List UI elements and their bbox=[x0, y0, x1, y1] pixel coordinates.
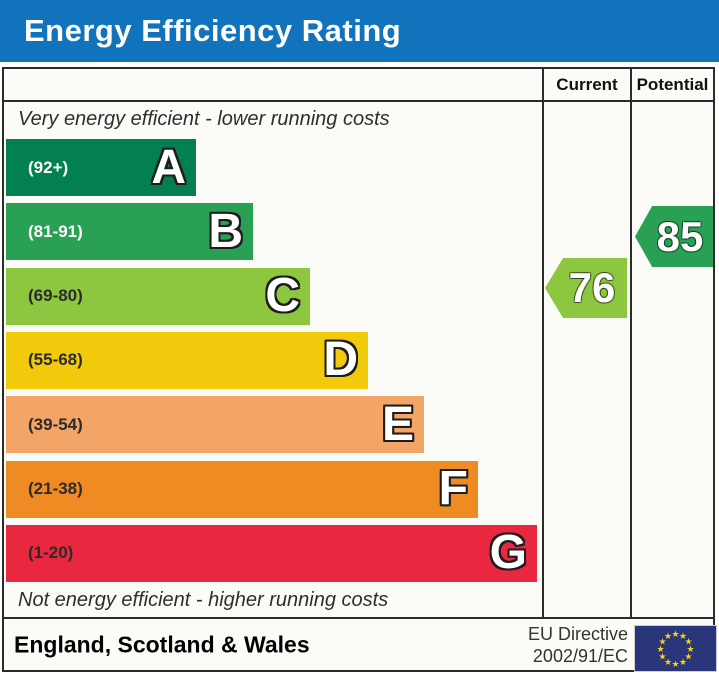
band-letter: E bbox=[381, 397, 414, 451]
eu-directive-line1: EU Directive bbox=[527, 623, 628, 644]
band-range-label: (81-91) bbox=[28, 221, 83, 241]
svg-text:★: ★ bbox=[664, 657, 672, 667]
svg-text:★: ★ bbox=[686, 644, 694, 654]
eu-directive-line2: 2002/91/EC bbox=[532, 645, 628, 666]
region-label: England, Scotland & Wales bbox=[14, 631, 310, 657]
band-letter: D bbox=[323, 333, 358, 387]
bottom-caption: Not energy efficient - higher running co… bbox=[18, 589, 389, 611]
page-title-banner: Energy Efficiency Rating bbox=[0, 0, 719, 62]
band-range-label: (21-38) bbox=[28, 479, 83, 498]
current-column-border bbox=[542, 69, 544, 619]
rating-table: Current Potential Very energy efficient … bbox=[2, 67, 717, 672]
band-range-label: (92+) bbox=[28, 157, 69, 177]
band-g: (1-20) G bbox=[6, 524, 537, 582]
svg-text:★: ★ bbox=[671, 629, 679, 639]
svg-text:★: ★ bbox=[658, 637, 666, 647]
svg-text:★: ★ bbox=[679, 631, 687, 641]
svg-text:★: ★ bbox=[684, 637, 692, 647]
band-letter: G bbox=[489, 526, 527, 580]
band-range-label: (69-80) bbox=[28, 286, 83, 306]
band-letter: A bbox=[151, 140, 186, 194]
band-range-label: (1-20) bbox=[28, 543, 74, 563]
top-caption: Very energy efficient - lower running co… bbox=[18, 108, 390, 130]
potential-rating-value: 85 bbox=[656, 212, 704, 260]
svg-text:★: ★ bbox=[664, 631, 672, 641]
current-column-header: Current bbox=[556, 74, 618, 94]
band-range-label: (39-54) bbox=[28, 414, 83, 434]
current-rating-value: 76 bbox=[568, 264, 616, 311]
svg-text:★: ★ bbox=[671, 659, 679, 669]
band-a: (92+) A bbox=[6, 139, 196, 196]
band-range-label: (55-68) bbox=[28, 350, 83, 370]
band-letter: C bbox=[265, 269, 300, 323]
band-letter: F bbox=[438, 462, 468, 515]
footer: England, Scotland & Wales EU Directive 2… bbox=[4, 619, 717, 672]
potential-rating-arrow: 85 bbox=[635, 206, 713, 267]
potential-column-border bbox=[630, 69, 632, 619]
svg-text:★: ★ bbox=[679, 657, 687, 667]
svg-text:★: ★ bbox=[658, 652, 666, 662]
footer-separator-line bbox=[4, 617, 713, 619]
band-f: (21-38) F bbox=[6, 460, 478, 518]
eu-directive-label: EU Directive 2002/91/EC bbox=[528, 623, 628, 667]
band-c: (69-80) C bbox=[6, 267, 310, 325]
potential-column-header: Potential bbox=[636, 74, 709, 94]
header-separator-line bbox=[4, 100, 713, 102]
current-rating-arrow: 76 bbox=[545, 258, 627, 318]
svg-text:★: ★ bbox=[656, 644, 664, 654]
band-b: (81-91) B bbox=[6, 203, 253, 261]
eu-flag-icon: ★ ★★★★★★★★★★★ bbox=[634, 625, 717, 672]
band-d: (55-68) D bbox=[6, 331, 368, 389]
page-title: Energy Efficiency Rating bbox=[24, 13, 402, 48]
band-e: (39-54) E bbox=[6, 396, 424, 454]
band-letter: B bbox=[208, 204, 243, 258]
svg-text:★: ★ bbox=[684, 652, 692, 662]
